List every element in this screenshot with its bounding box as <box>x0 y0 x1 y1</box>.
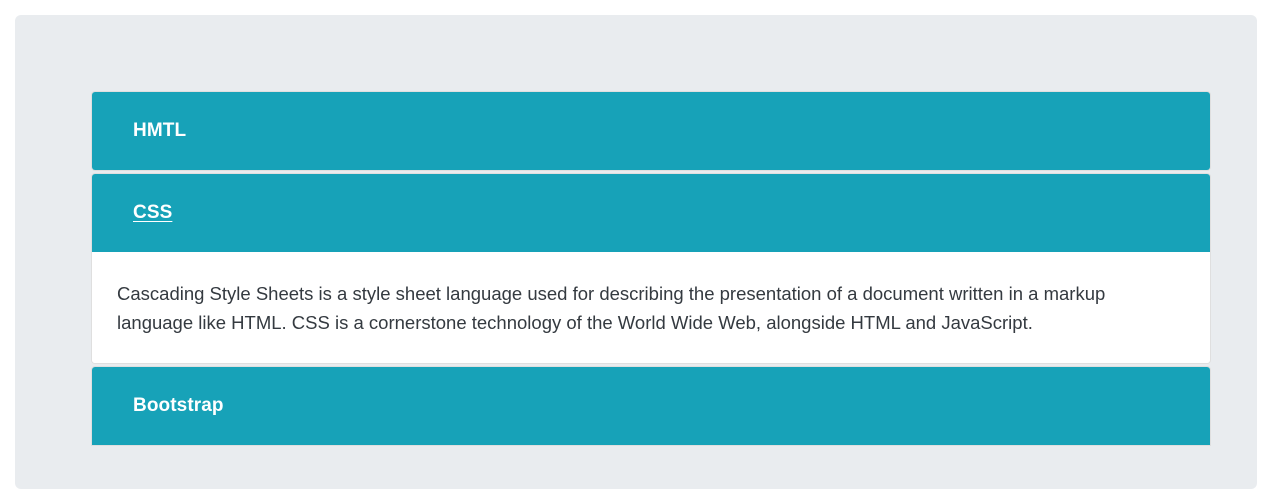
accordion-header-css[interactable]: CSS <box>92 174 1210 252</box>
accordion-header-bootstrap[interactable]: Bootstrap <box>92 367 1210 445</box>
accordion-title-bootstrap[interactable]: Bootstrap <box>133 395 224 416</box>
accordion-container: HMTL CSS Cascading Style Sheets is a sty… <box>15 15 1257 489</box>
accordion: HMTL CSS Cascading Style Sheets is a sty… <box>91 91 1211 446</box>
accordion-item-css: CSS Cascading Style Sheets is a style sh… <box>91 173 1211 364</box>
accordion-item-bootstrap: Bootstrap <box>91 366 1211 446</box>
accordion-title-css[interactable]: CSS <box>133 202 173 223</box>
accordion-header-html[interactable]: HMTL <box>92 92 1210 170</box>
accordion-title-html[interactable]: HMTL <box>133 120 187 141</box>
accordion-item-html: HMTL <box>91 91 1211 171</box>
accordion-body-css: Cascading Style Sheets is a style sheet … <box>92 252 1210 363</box>
